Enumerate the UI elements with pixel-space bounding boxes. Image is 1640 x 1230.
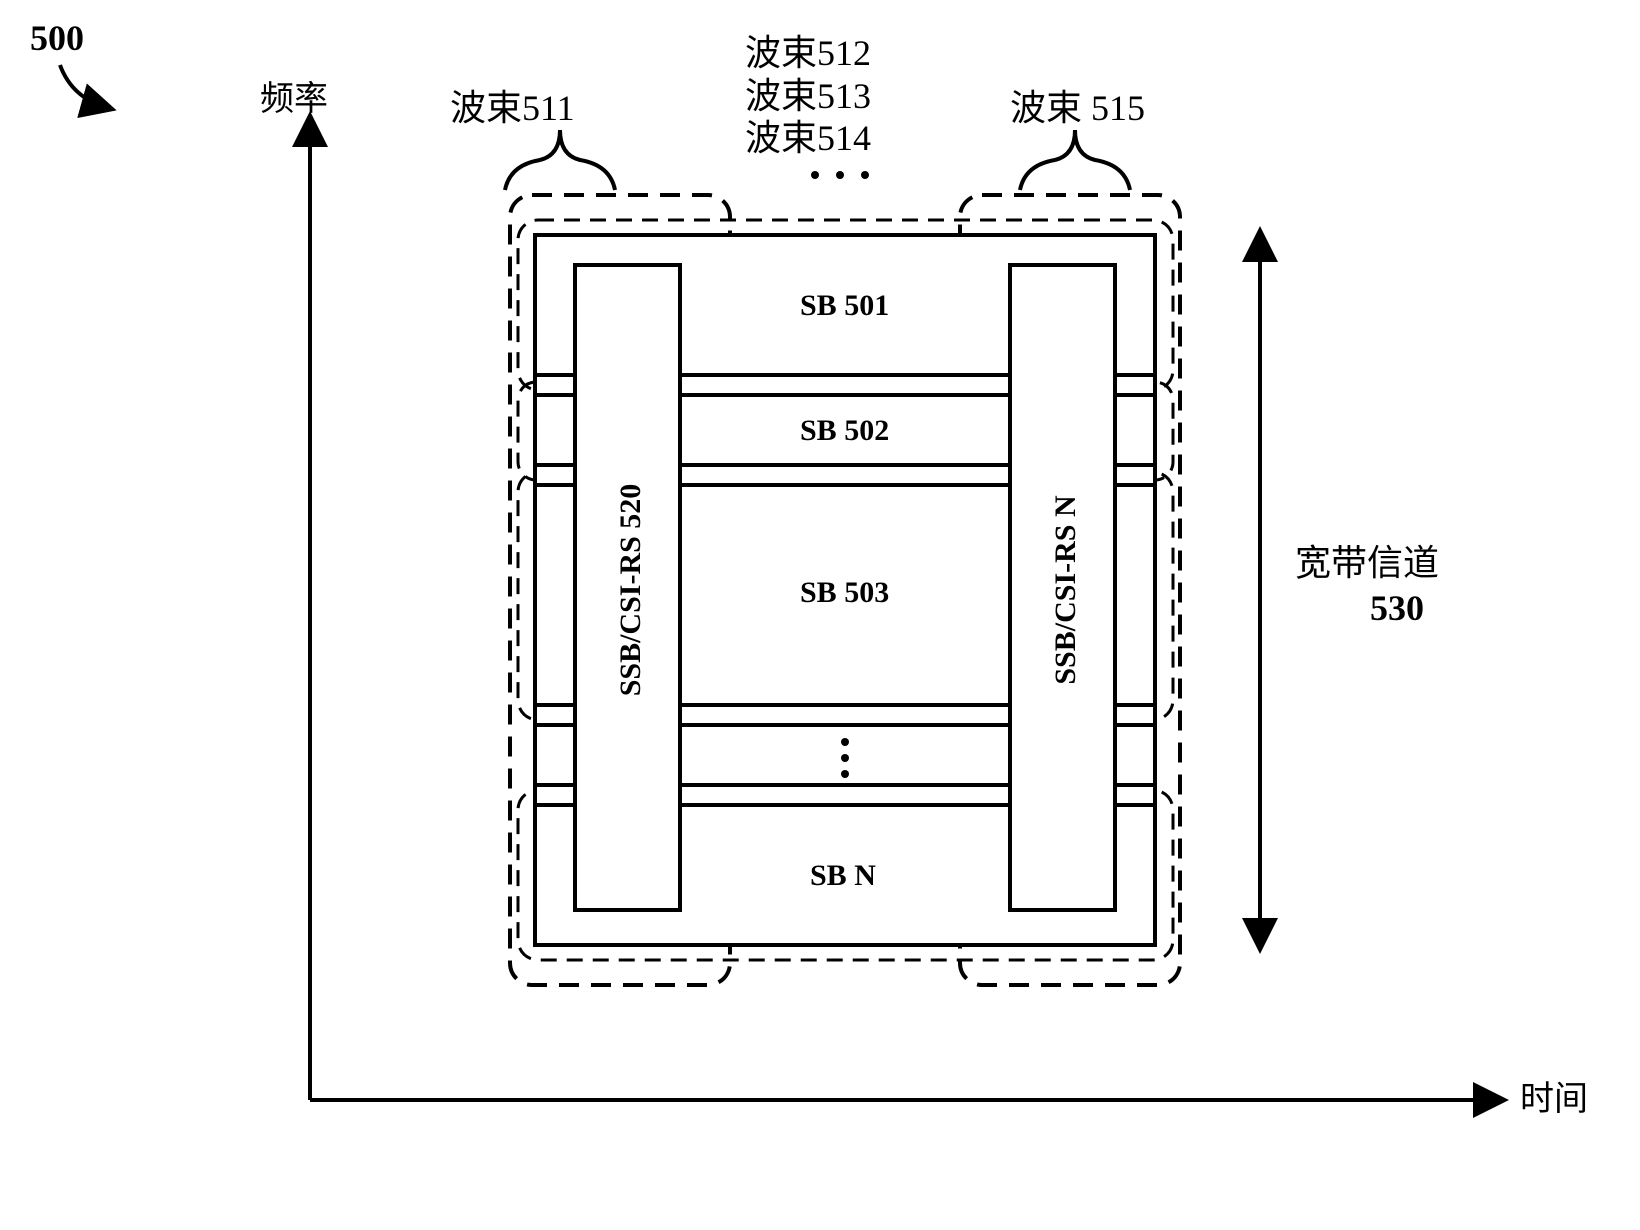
rs-left-label: SSB/CSI-RS 520: [614, 484, 647, 697]
beam-513-label: 波束513: [745, 76, 871, 116]
wb-label-2: 530: [1370, 588, 1424, 628]
x-axis-label: 时间: [1520, 1081, 1588, 1118]
beam-ellipsis-top: [811, 171, 869, 179]
beam-515-label: 波束 515: [1010, 88, 1145, 128]
figure-number-arrow: [60, 65, 108, 108]
sb502-label: SB 502: [800, 414, 889, 447]
brace-511: [505, 130, 615, 190]
beam-514-label: 波束514: [745, 118, 871, 158]
beam-511-label: 波束511: [450, 88, 575, 128]
sbN-label: SB N: [810, 859, 876, 892]
sb503-label: SB 503: [800, 576, 889, 609]
sb-ellipsis: [841, 738, 849, 778]
y-axis-label: 频率: [260, 80, 328, 118]
sb501-label: SB 501: [800, 289, 889, 322]
brace-515: [1020, 130, 1130, 190]
figure-number: 500: [30, 18, 84, 58]
rs-right-label: SSB/CSI-RS N: [1049, 495, 1082, 685]
beam-512-label: 波束512: [745, 33, 871, 73]
wb-label-1: 宽带信道: [1295, 543, 1439, 583]
